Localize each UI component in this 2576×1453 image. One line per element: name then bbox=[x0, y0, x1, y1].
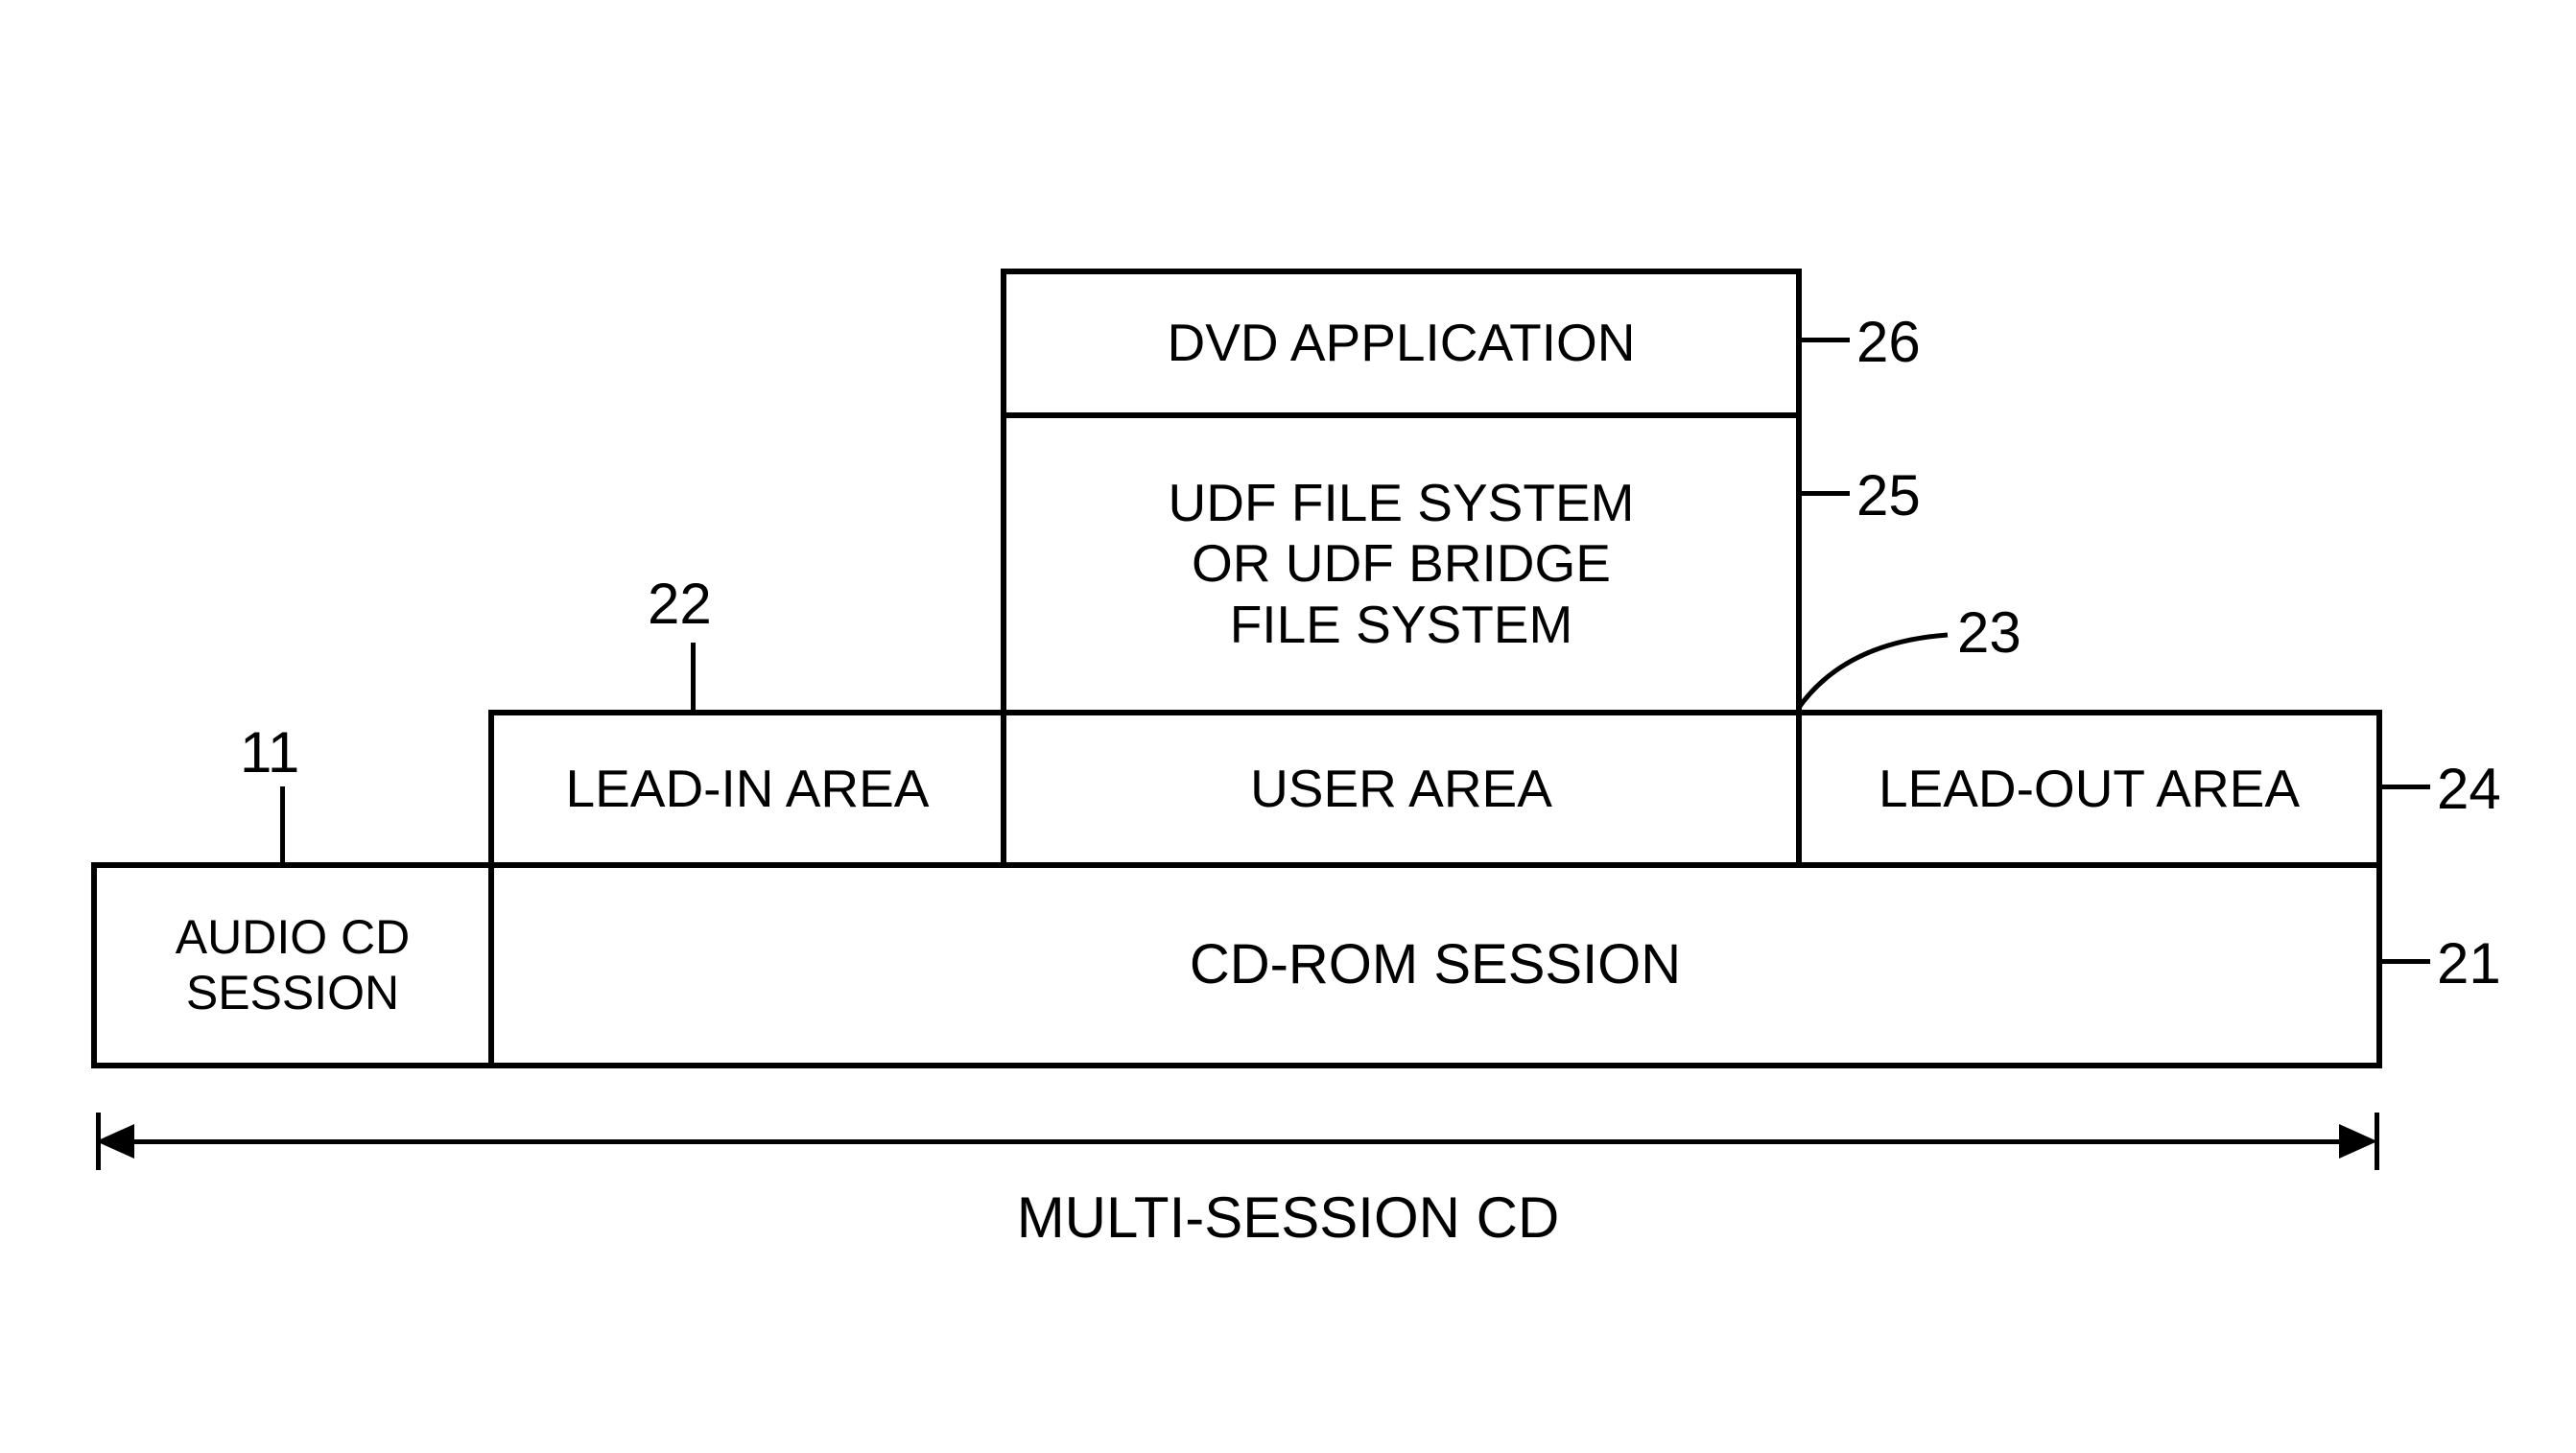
block-lead-in-area: LEAD-IN AREA bbox=[488, 710, 1006, 868]
ref-21: 21 bbox=[2437, 930, 2501, 996]
leadline-26 bbox=[1802, 338, 1850, 342]
leadline-25 bbox=[1802, 491, 1850, 496]
dimension-label: MULTI-SESSION CD bbox=[0, 1184, 2576, 1251]
ref-26: 26 bbox=[1856, 309, 1921, 375]
block-dvd-application: DVD APPLICATION bbox=[1001, 269, 1802, 418]
diagram-canvas: AUDIO CDSESSION 11 CD-ROM SESSION 21 LEA… bbox=[0, 0, 2576, 1453]
block-lead-in-area-text: LEAD-IN AREA bbox=[565, 759, 929, 819]
ref-11: 11 bbox=[240, 719, 299, 785]
leadline-24 bbox=[2382, 785, 2430, 789]
block-udf-file-system-text: UDF FILE SYSTEMOR UDF BRIDGEFILE SYSTEM bbox=[1169, 473, 1635, 655]
block-audio-cd-session-text: AUDIO CDSESSION bbox=[176, 910, 410, 1020]
block-audio-cd-session: AUDIO CDSESSION bbox=[91, 862, 494, 1068]
block-cd-rom-session-text: CD-ROM SESSION bbox=[1190, 933, 1681, 997]
block-udf-file-system: UDF FILE SYSTEMOR UDF BRIDGEFILE SYSTEM bbox=[1001, 412, 1802, 715]
block-user-area-text: USER AREA bbox=[1250, 759, 1552, 819]
dimension-arrow-right bbox=[2339, 1124, 2377, 1159]
ref-24: 24 bbox=[2437, 756, 2501, 822]
dimension-line bbox=[104, 1139, 2370, 1144]
block-lead-out-area-text: LEAD-OUT AREA bbox=[1879, 759, 2300, 819]
dimension-arrow-left bbox=[96, 1124, 134, 1159]
block-user-area: USER AREA bbox=[1001, 710, 1802, 868]
leadline-21 bbox=[2382, 959, 2430, 964]
block-dvd-application-text: DVD APPLICATION bbox=[1168, 313, 1636, 373]
dimension-stop-right bbox=[2375, 1113, 2379, 1170]
block-lead-out-area: LEAD-OUT AREA bbox=[1796, 710, 2382, 868]
block-cd-rom-session: CD-ROM SESSION bbox=[488, 862, 2382, 1068]
leadline-22 bbox=[691, 643, 696, 715]
dimension-stop-left bbox=[96, 1113, 101, 1170]
leadline-11 bbox=[280, 786, 285, 868]
ref-25: 25 bbox=[1856, 462, 1921, 528]
ref-22: 22 bbox=[648, 571, 712, 637]
ref-23: 23 bbox=[1957, 599, 2021, 666]
